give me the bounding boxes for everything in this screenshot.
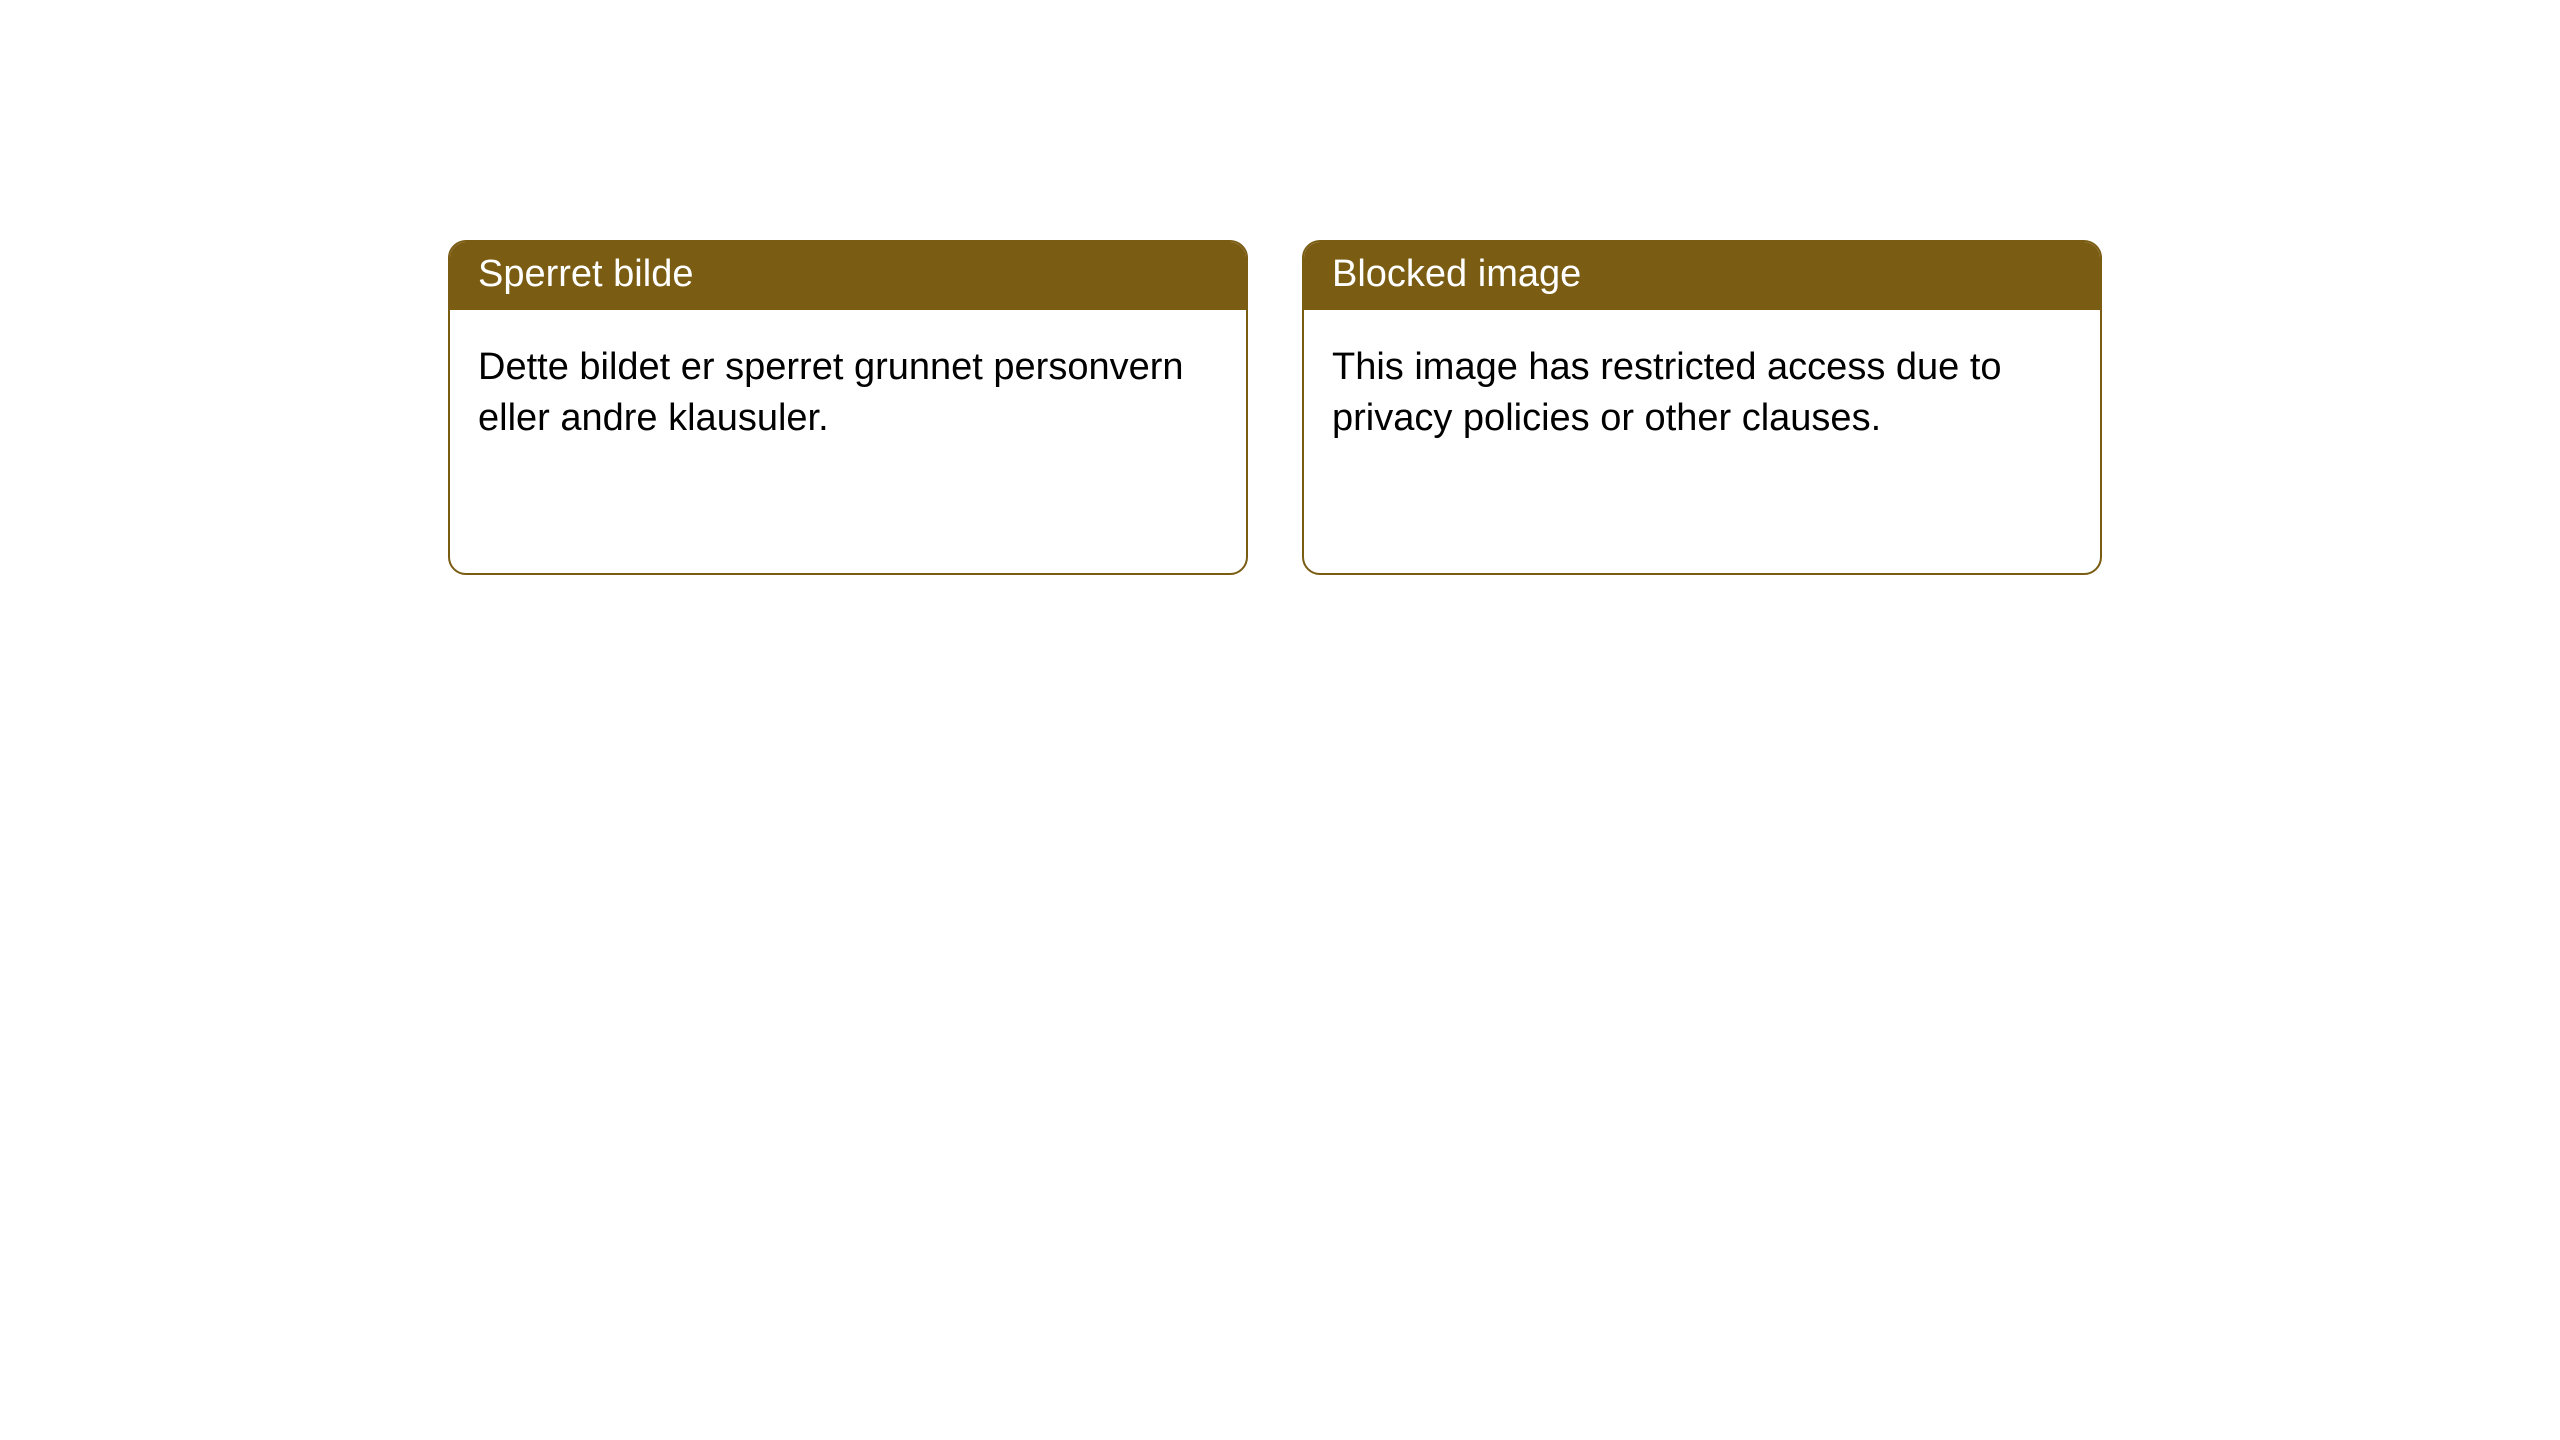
card-header: Blocked image bbox=[1304, 242, 2100, 310]
notice-card-norwegian: Sperret bilde Dette bildet er sperret gr… bbox=[448, 240, 1248, 575]
card-title: Blocked image bbox=[1332, 253, 1581, 295]
cards-container: Sperret bilde Dette bildet er sperret gr… bbox=[0, 0, 2560, 575]
card-body: This image has restricted access due to … bbox=[1304, 310, 2100, 477]
card-title: Sperret bilde bbox=[478, 253, 693, 295]
card-body: Dette bildet er sperret grunnet personve… bbox=[450, 310, 1246, 477]
card-body-text: This image has restricted access due to … bbox=[1332, 346, 2002, 439]
notice-card-english: Blocked image This image has restricted … bbox=[1302, 240, 2102, 575]
card-body-text: Dette bildet er sperret grunnet personve… bbox=[478, 346, 1184, 439]
card-header: Sperret bilde bbox=[450, 242, 1246, 310]
